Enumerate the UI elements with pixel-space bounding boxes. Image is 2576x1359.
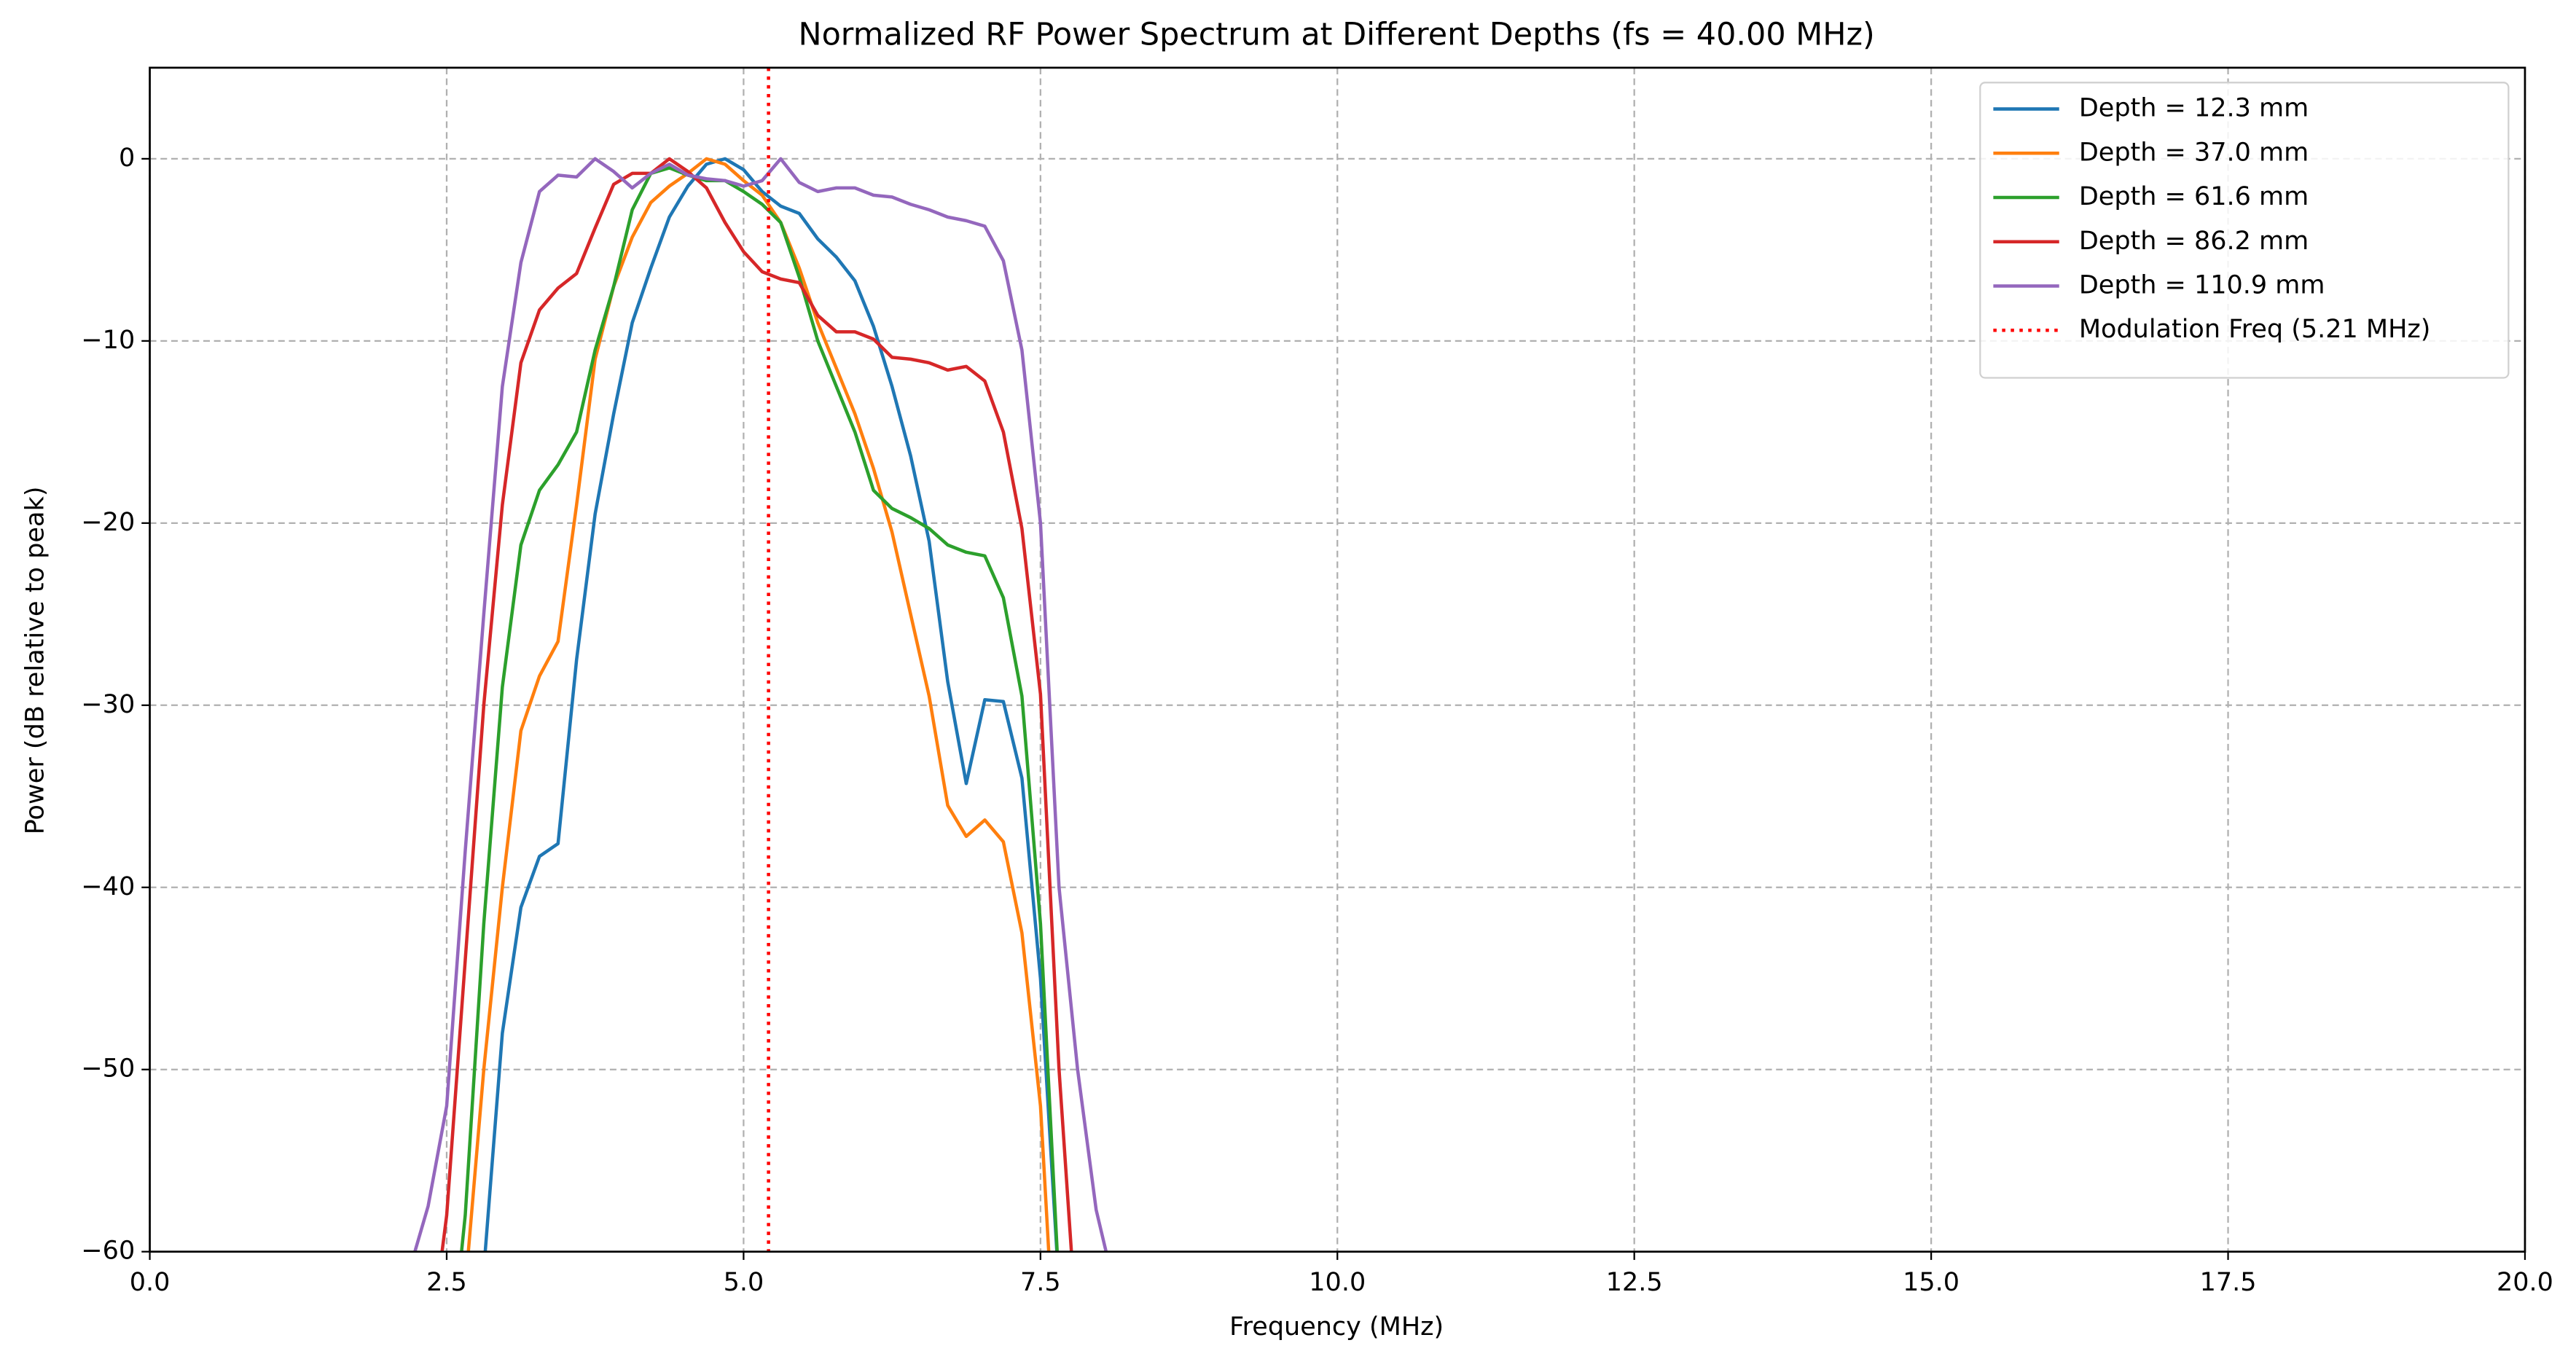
plot-area: [412, 67, 1108, 1252]
x-axis-label: Frequency (MHz): [1229, 1312, 1444, 1342]
x-tick-label: 17.5: [2200, 1267, 2257, 1297]
legend-label: Depth = 86.2 mm: [2079, 226, 2309, 256]
y-tick-label: −60: [81, 1236, 135, 1266]
series-line: [440, 157, 1073, 1252]
series-line: [460, 166, 1060, 1252]
legend-label: Depth = 37.0 mm: [2079, 137, 2309, 167]
y-tick-label: −20: [81, 507, 135, 537]
legend-box: [1979, 82, 2510, 379]
y-tick-label: −10: [81, 325, 135, 355]
x-tick-label: 10.0: [1309, 1267, 1366, 1297]
x-tick-label: 7.5: [1020, 1267, 1061, 1297]
legend-label: Modulation Freq (5.21 MHz): [2079, 314, 2431, 344]
legend-label: Depth = 12.3 mm: [2079, 93, 2309, 123]
series-line: [466, 157, 1051, 1252]
legend-label: Depth = 110.9 mm: [2079, 270, 2325, 299]
x-tick-label: 2.5: [426, 1267, 467, 1297]
legend-label: Depth = 61.6 mm: [2079, 181, 2309, 211]
chart-title: Normalized RF Power Spectrum at Differen…: [798, 16, 1874, 52]
series-line: [412, 157, 1108, 1252]
x-tick-label: 0.0: [130, 1267, 171, 1297]
x-tick-label: 12.5: [1606, 1267, 1663, 1297]
x-tick-label: 5.0: [724, 1267, 764, 1297]
legend: Depth = 12.3 mm Depth = 37.0 mm Depth = 61…: [1979, 82, 2510, 379]
y-tick-label: −50: [81, 1054, 135, 1084]
x-tick-label: 15.0: [1903, 1267, 1960, 1297]
series-line: [483, 157, 1059, 1252]
ticks: 0.0 2.5 5.0 7.5 10.0 12.5 15.0 17.5 20.0 −60 −50 −4…: [81, 143, 2553, 1297]
x-tick-label: 20.0: [2497, 1267, 2553, 1297]
y-tick-label: −40: [81, 872, 135, 901]
y-axis-label: Power (dB relative to peak): [20, 486, 50, 834]
y-tick-label: −30: [81, 689, 135, 719]
y-tick-label: 0: [119, 143, 135, 173]
